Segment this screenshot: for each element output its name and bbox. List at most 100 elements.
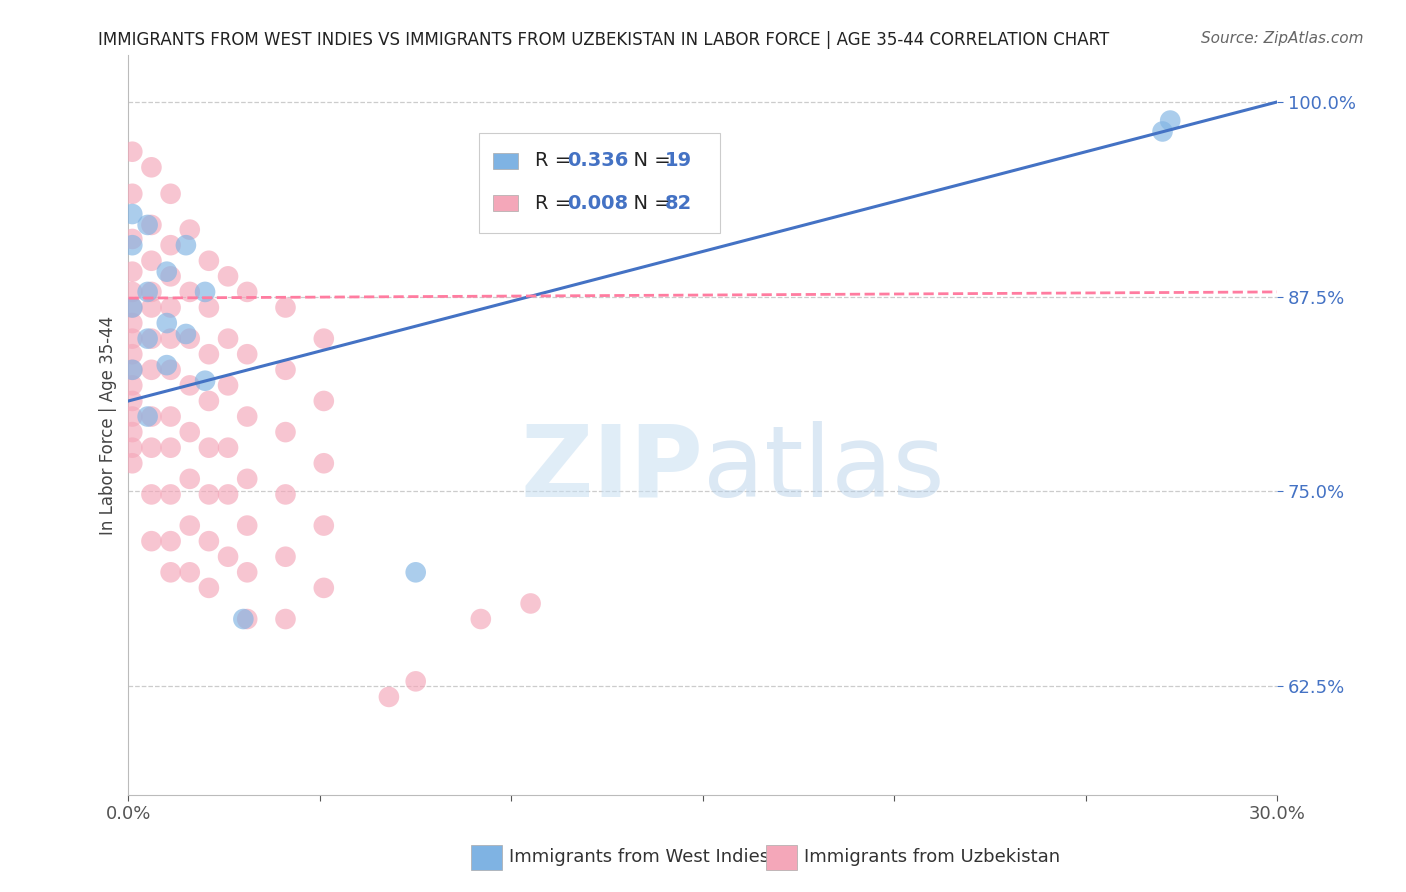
Point	[179, 332, 201, 346]
Point	[121, 378, 143, 392]
Point	[141, 253, 163, 268]
Point	[236, 612, 259, 626]
Point	[136, 218, 159, 232]
Point	[121, 238, 143, 252]
Point	[217, 378, 239, 392]
Text: IMMIGRANTS FROM WEST INDIES VS IMMIGRANTS FROM UZBEKISTAN IN LABOR FORCE | AGE 3: IMMIGRANTS FROM WEST INDIES VS IMMIGRANT…	[98, 31, 1109, 49]
Point	[179, 222, 201, 236]
Point	[121, 441, 143, 455]
Text: N =: N =	[621, 194, 678, 212]
Point	[121, 232, 143, 246]
Text: R =: R =	[536, 152, 578, 170]
Point	[179, 378, 201, 392]
Point	[274, 487, 297, 501]
Point	[519, 597, 541, 611]
Point	[198, 301, 221, 315]
Text: 0.336: 0.336	[568, 152, 628, 170]
Point	[159, 487, 181, 501]
Point	[121, 363, 143, 377]
Text: 82: 82	[665, 194, 692, 212]
Point	[174, 326, 197, 341]
Point	[121, 409, 143, 424]
Point	[405, 674, 427, 689]
Point	[217, 487, 239, 501]
Point	[274, 612, 297, 626]
Point	[121, 265, 143, 279]
Point	[312, 518, 335, 533]
Point	[159, 534, 181, 549]
Point	[141, 487, 163, 501]
Point	[194, 374, 217, 388]
Point	[236, 472, 259, 486]
Point	[141, 301, 163, 315]
Point	[274, 549, 297, 564]
Point	[136, 332, 159, 346]
Point	[156, 265, 179, 279]
Text: 0.008: 0.008	[568, 194, 628, 212]
Point	[179, 285, 201, 299]
Point	[217, 441, 239, 455]
Point	[121, 394, 143, 409]
Point	[159, 566, 181, 580]
Point	[141, 534, 163, 549]
Point	[236, 566, 259, 580]
Point	[121, 301, 143, 315]
Point	[159, 186, 181, 201]
Point	[121, 332, 143, 346]
Point	[141, 285, 163, 299]
Point	[1159, 113, 1181, 128]
Point	[236, 518, 259, 533]
Y-axis label: In Labor Force | Age 35-44: In Labor Force | Age 35-44	[100, 316, 117, 534]
Point	[312, 456, 335, 470]
Point	[236, 347, 259, 361]
Point	[159, 238, 181, 252]
Point	[312, 581, 335, 595]
Text: atlas: atlas	[703, 421, 945, 518]
Point	[198, 253, 221, 268]
Point	[174, 238, 197, 252]
Text: R =: R =	[536, 194, 578, 212]
Point	[156, 316, 179, 330]
Point	[121, 363, 143, 377]
FancyBboxPatch shape	[479, 133, 720, 233]
Point	[136, 409, 159, 424]
Point	[179, 566, 201, 580]
Point	[198, 441, 221, 455]
Point	[274, 363, 297, 377]
Text: Source: ZipAtlas.com: Source: ZipAtlas.com	[1201, 31, 1364, 46]
Point	[179, 425, 201, 439]
Point	[198, 534, 221, 549]
Point	[405, 566, 427, 580]
Point	[312, 332, 335, 346]
Point	[141, 441, 163, 455]
Point	[159, 332, 181, 346]
Point	[121, 207, 143, 221]
Point	[141, 161, 163, 175]
FancyBboxPatch shape	[492, 195, 517, 211]
Point	[159, 301, 181, 315]
Point	[217, 269, 239, 284]
Point	[156, 358, 179, 372]
Text: N =: N =	[621, 152, 678, 170]
Point	[198, 487, 221, 501]
Point	[232, 612, 254, 626]
Point	[141, 218, 163, 232]
Point	[159, 409, 181, 424]
Point	[121, 186, 143, 201]
Point	[141, 363, 163, 377]
Point	[198, 347, 221, 361]
Point	[121, 145, 143, 159]
Text: 19: 19	[665, 152, 692, 170]
Point	[378, 690, 401, 704]
Point	[136, 285, 159, 299]
Point	[198, 394, 221, 409]
Text: Immigrants from West Indies: Immigrants from West Indies	[509, 848, 769, 866]
Point	[121, 285, 143, 299]
Point	[159, 269, 181, 284]
Point	[121, 347, 143, 361]
Point	[179, 518, 201, 533]
Point	[121, 425, 143, 439]
Point	[179, 472, 201, 486]
Point	[121, 316, 143, 330]
Point	[217, 332, 239, 346]
